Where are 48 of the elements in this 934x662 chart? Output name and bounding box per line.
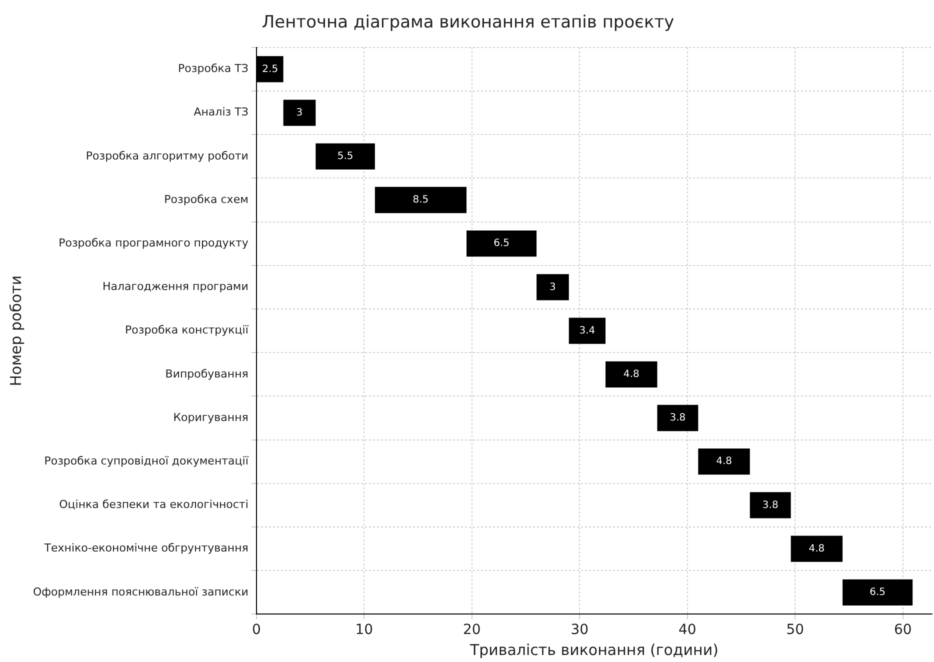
y-tick-label: Випробування	[165, 367, 248, 380]
y-tick-label: Коригування	[173, 410, 248, 424]
bar	[316, 143, 375, 170]
y-tick-label: Розробка ТЗ	[178, 62, 248, 76]
data-label: 4.8	[716, 456, 732, 468]
data-label: 3.8	[670, 412, 686, 424]
y-tick-label: Розробка схем	[164, 192, 248, 206]
y-tick-label: Техніко-економічне обгрунтування	[43, 542, 248, 555]
x-tick-label: 60	[894, 622, 912, 638]
x-tick-label: 40	[678, 622, 696, 638]
y-tick-label: Аналіз ТЗ	[194, 106, 248, 119]
x-tick-label: 0	[252, 622, 261, 638]
y-tick-label: Оформлення пояснювальної записки	[32, 585, 248, 598]
y-tick-label: Розробка конструкції	[125, 324, 250, 337]
data-label: 2.5	[262, 64, 278, 75]
bar	[466, 230, 537, 257]
bar	[606, 361, 658, 388]
data-label: 3	[296, 107, 303, 118]
x-tick-label: 50	[786, 622, 804, 638]
y-tick-label: Оцінка безпеки та екологічності	[59, 498, 248, 512]
data-label: 8.5	[412, 194, 429, 206]
data-label: 4.8	[623, 368, 640, 380]
bar	[568, 318, 606, 344]
y-tick-label: Розробка програмного продукту	[58, 236, 249, 250]
bar	[283, 100, 316, 126]
bar	[750, 492, 791, 518]
bar	[536, 274, 569, 300]
x-axis-title: Тривалість виконання (години)	[468, 640, 718, 659]
x-tick-label: 10	[355, 622, 374, 638]
y-tick-label: Розробка алгоритму роботи	[86, 149, 248, 162]
data-label: 3	[550, 282, 556, 293]
bar	[657, 404, 698, 432]
x-tick-label: 20	[462, 622, 481, 638]
data-label: 4.8	[808, 543, 825, 554]
bar	[374, 186, 467, 214]
y-axis-title: Номер роботи	[6, 275, 25, 386]
bar	[790, 536, 843, 562]
y-tick-label: Розробка супровідної документації	[44, 454, 250, 468]
chart-title: Ленточна діаграма виконання етапів проєкту	[262, 12, 674, 33]
bar	[842, 579, 913, 606]
data-label: 6.5	[870, 586, 886, 598]
x-tick-label: 30	[570, 622, 589, 638]
y-tick-label: Налагодження програми	[102, 280, 248, 294]
data-label: 3.4	[579, 325, 596, 336]
data-label: 5.5	[337, 150, 354, 162]
data-label: 6.5	[494, 238, 510, 250]
data-label: 3.8	[762, 500, 778, 511]
bar	[698, 448, 750, 475]
